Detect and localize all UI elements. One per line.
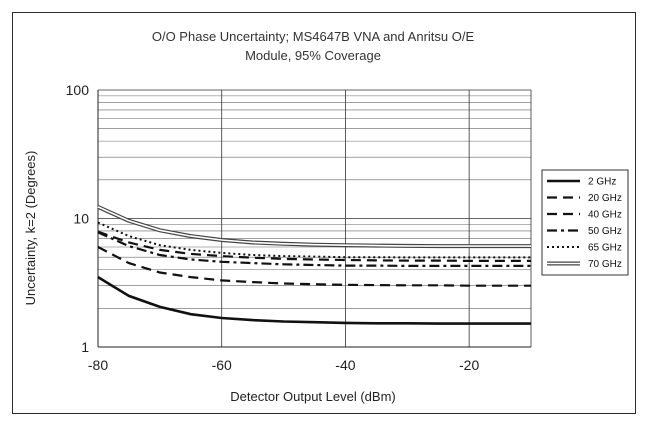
x-tick-label: -40 [335,357,355,373]
legend: 2 GHz 20 GHz 40 GHz 50 GHz 65 GHz 70 GHz [541,169,629,276]
y-tick-label: 1 [81,339,89,355]
chart-title-line-2: Module, 95% Coverage [245,48,381,63]
series-70-ghz-line [97,206,531,247]
series-group [97,205,531,325]
legend-label: 2 GHz [588,177,616,188]
grid [97,89,532,348]
x-axis-label: Detector Output Level (dBm) [230,389,395,404]
legend-label: 20 GHz [588,193,622,204]
series-2-ghz-line [97,275,531,325]
y-axis-label: Uncertainty, k=2 (Degrees) [23,151,38,306]
chart-frame: O/O Phase Uncertainty; MS4647B VNA and A… [12,12,636,414]
chart-svg: O/O Phase Uncertainty; MS4647B VNA and A… [23,29,629,404]
y-tick-label: 100 [66,82,90,98]
legend-label: 50 GHz [588,226,622,237]
legend-box [541,169,629,276]
tick-labels: -80 -60 -40 -20 1 10 100 [66,82,480,373]
series-50-ghz-line [97,231,531,267]
legend-label: 40 GHz [588,210,622,221]
y-tick-label: 10 [73,211,89,227]
series-65-ghz-line [97,221,531,259]
legend-label: 70 GHz [588,259,622,270]
legend-label: 65 GHz [588,243,622,254]
x-tick-label: -20 [459,357,479,373]
x-tick-label: -60 [212,357,232,373]
chart-title-line-1: O/O Phase Uncertainty; MS4647B VNA and A… [152,29,475,44]
x-tick-label: -80 [88,357,108,373]
